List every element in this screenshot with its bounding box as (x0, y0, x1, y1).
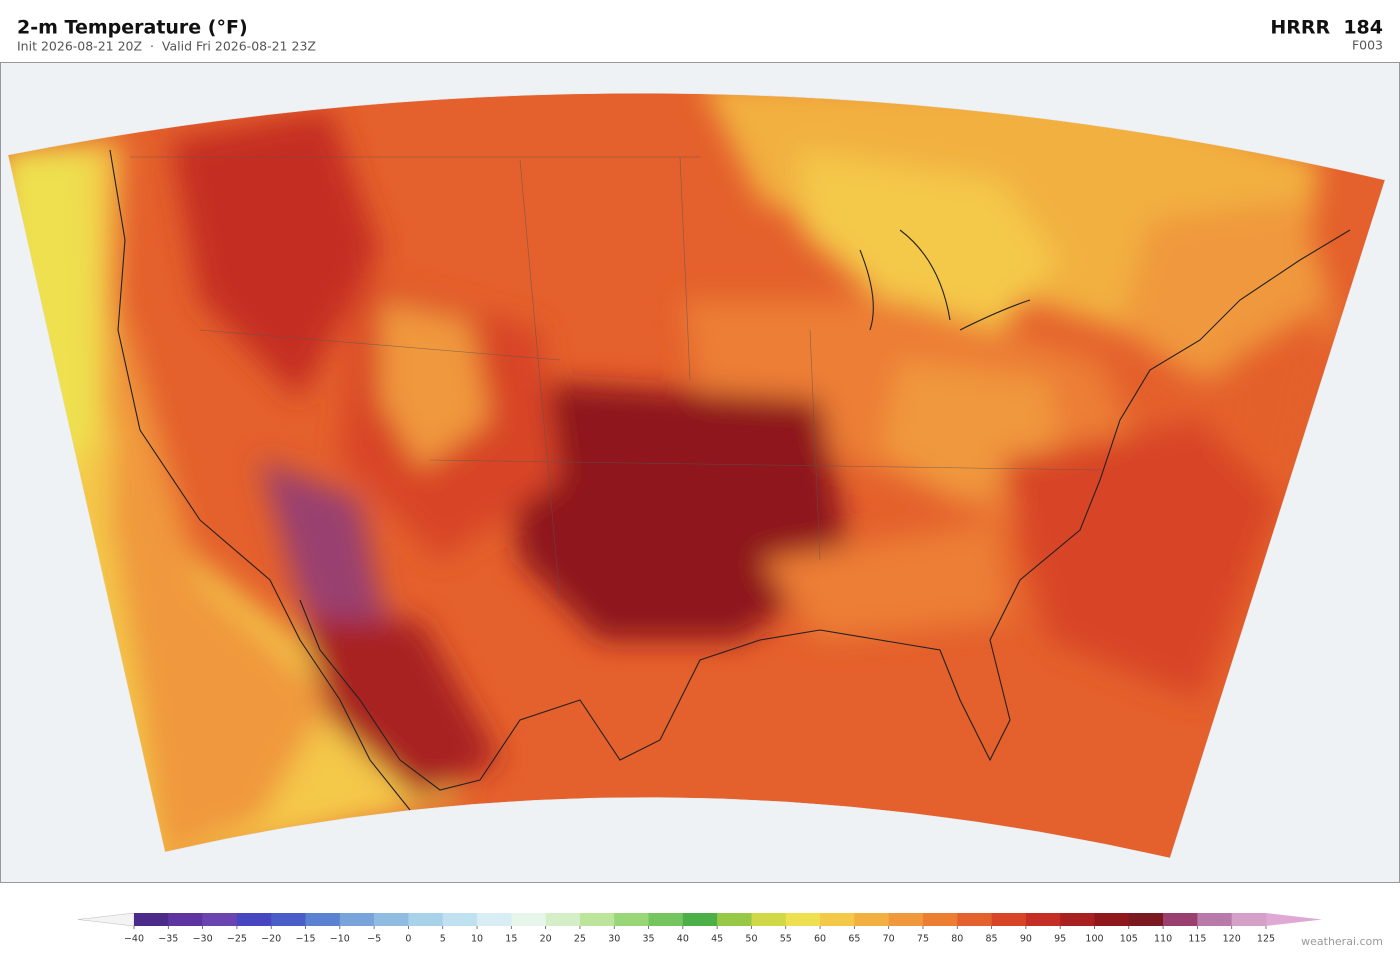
colorbar-segment (682, 913, 718, 926)
colorbar-segment (751, 913, 787, 926)
colorbar-tick-label: −20 (261, 934, 281, 945)
subtitle: Init 2026-08-21 20Z · Valid Fri 2026-08-… (17, 39, 316, 54)
colorbar-tick-label: −15 (295, 934, 315, 945)
colorbar-tick-label: 95 (1054, 934, 1066, 945)
colorbar-segment (922, 913, 958, 926)
colorbar-tick-label: 15 (505, 934, 517, 945)
colorbar-tick-label: −25 (227, 934, 247, 945)
colorbar-segment (1094, 913, 1130, 926)
colorbar-segment (579, 913, 615, 926)
colorbar-segment (1231, 913, 1267, 926)
colorbar-tick-label: 25 (574, 934, 586, 945)
colorbar-segment (1197, 913, 1232, 926)
colorbar-tick-label: 20 (540, 934, 552, 945)
colorbar-segment (785, 913, 821, 926)
colorbar-segment (614, 913, 649, 926)
colorbar-segment (648, 913, 684, 926)
colorbar-segment (442, 913, 478, 926)
coastlines (109, 149, 1351, 811)
colorbar-tick-label: 65 (848, 934, 860, 945)
colorbar-segment (991, 913, 1027, 926)
colorbar-tick-label: −35 (158, 934, 178, 945)
colorbar-tick-label: 30 (608, 934, 620, 945)
colorbar-tick-label: 85 (986, 934, 998, 945)
colorbar-extend-over (1266, 913, 1322, 926)
colorbar-segment (477, 913, 512, 926)
colorbar-segment (202, 913, 238, 926)
colorbar-tick-label: 70 (883, 934, 895, 945)
colorbar-segment (545, 913, 581, 926)
colorbar-segment (339, 913, 375, 926)
temperature-field (8, 93, 1385, 858)
colorbar-segment (134, 913, 169, 926)
colorbar-segment (511, 913, 546, 926)
colorbar-tick-label: 45 (711, 934, 723, 945)
colorbar-tick-label: 125 (1257, 934, 1275, 945)
colorbar-tick-label: 40 (677, 934, 689, 945)
state-borders (130, 156, 1101, 601)
colorbar-tick-label: 60 (814, 934, 826, 945)
colorbar-tick-label: 110 (1154, 934, 1172, 945)
colorbar-tick-label: 90 (1020, 934, 1032, 945)
colorbar-segment (820, 913, 855, 926)
colorbar-segment (168, 913, 203, 926)
colorbar-tick-label: 115 (1188, 934, 1206, 945)
colorbar-segment (1025, 913, 1061, 926)
colorbar-tick-label: 75 (917, 934, 929, 945)
colorbar-tick-label: 105 (1120, 934, 1138, 945)
colorbar-tick-label: 50 (745, 934, 757, 945)
colorbar-tick-label: 35 (642, 934, 654, 945)
colorbar-segment (1163, 913, 1198, 926)
colorbar-segment (854, 913, 889, 926)
colorbar-segment (957, 913, 992, 926)
colorbar-tick-label: −5 (367, 934, 381, 945)
colorbar-segment (1128, 913, 1164, 926)
colorbar-tick-label: 120 (1223, 934, 1241, 945)
colorbar-tick-label: −40 (124, 934, 144, 945)
domain-edge (7, 93, 1386, 859)
colorbar-tick-label: 55 (780, 934, 792, 945)
colorbar-segment (888, 913, 924, 926)
colorbar-segment (717, 913, 752, 926)
colorbar-tick-label: −30 (193, 934, 213, 945)
colorbar-tick-label: 80 (951, 934, 963, 945)
colorbar-segment (374, 913, 409, 926)
colorbar-segment (305, 913, 341, 926)
colorbar-tick-label: 10 (471, 934, 483, 945)
colorbar-tick-label: 0 (405, 934, 411, 945)
colorbar-extend-under (77, 912, 135, 927)
colorbar-segment (408, 913, 444, 926)
colorbar-segment (1060, 913, 1095, 926)
forecast-hour: F003 (1352, 38, 1383, 53)
credit: weatherai.com (1301, 935, 1383, 948)
colorbar: −40 −35 −30 −25 −20 −15 −10 −5 0 5 10 15 20 25 30 35 40 4… (77, 912, 1322, 945)
colorbar-segment (271, 913, 306, 926)
title: 2-m Temperature (°F) (17, 17, 248, 39)
colorbar-tick-label: 5 (440, 934, 446, 945)
model-label: HRRR 184 (1270, 17, 1383, 39)
colorbar-segment (236, 913, 272, 926)
colorbar-tick-label: −10 (330, 934, 350, 945)
colorbar-tick-label: 100 (1085, 934, 1103, 945)
